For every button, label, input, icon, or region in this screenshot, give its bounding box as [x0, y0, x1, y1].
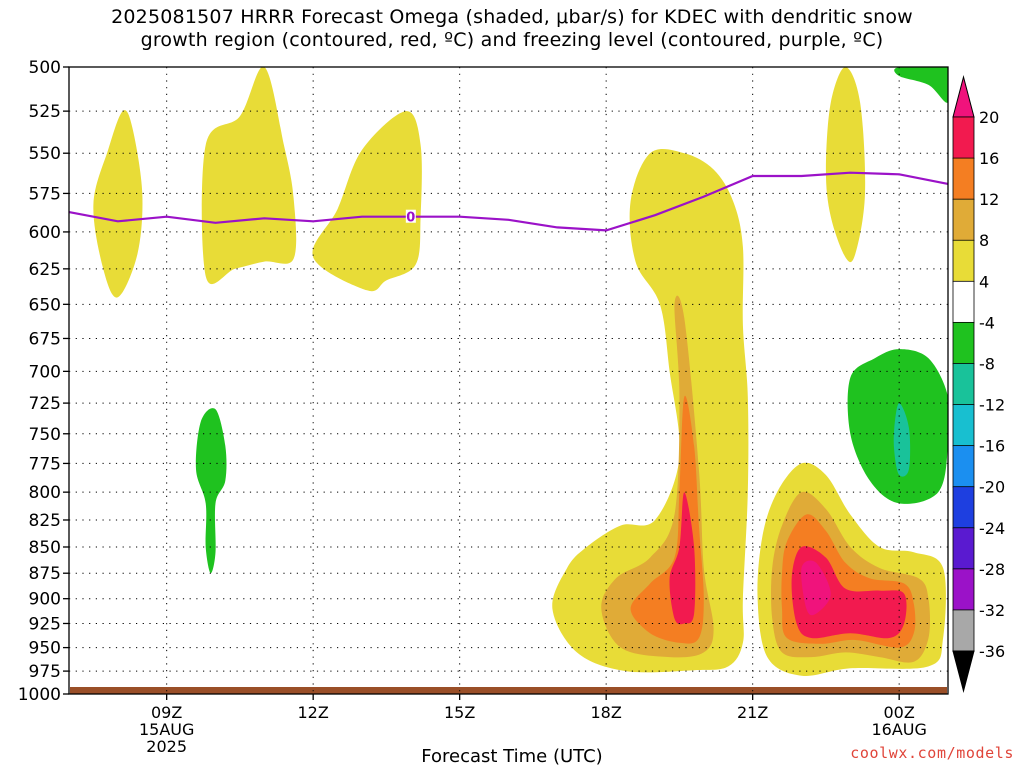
colorbar-segment	[952, 116, 975, 159]
credit-text: coolwx.com/models	[850, 744, 1014, 762]
y-tick-label: 600	[29, 223, 61, 243]
x-tick-label: 18Z	[591, 703, 622, 722]
omega-green-a	[195, 408, 227, 574]
y-tick-label: 550	[29, 144, 61, 164]
colorbar-label: -24	[979, 519, 1005, 538]
colorbar-label: -4	[979, 313, 995, 332]
colorbar-label: -36	[979, 642, 1005, 661]
x-tick-label: 2025	[146, 737, 187, 756]
freezing-level-label-text: 0	[406, 211, 415, 226]
y-tick-label: 825	[29, 511, 61, 531]
freezing-level-label: 0	[405, 209, 416, 226]
y-tick-label: 575	[29, 184, 61, 204]
colorbar-label: -32	[979, 601, 1005, 620]
colorbar-bottom-arrow	[952, 650, 975, 693]
x-tick-label: 00Z	[884, 703, 915, 722]
surface-ground-bar	[70, 687, 947, 694]
y-tick-label: 850	[29, 538, 61, 558]
colorbar-segment	[952, 157, 975, 201]
y-tick-label: 800	[29, 483, 61, 503]
colorbar-segment	[952, 568, 975, 611]
x-tick-label: 15AUG	[139, 720, 194, 739]
x-tick-label: 15Z	[444, 703, 475, 722]
omega-yellow-a	[93, 110, 143, 298]
omega-magenta	[801, 560, 831, 616]
y-axis: 500 525 550 575 600 625 650 675 700 725 750 775 800 8…	[18, 58, 69, 705]
colorbar-label: 20	[979, 108, 999, 127]
y-tick-label: 1000	[18, 685, 61, 705]
colorbar-label: -12	[979, 396, 1005, 415]
x-tick-label: 09Z	[151, 703, 182, 722]
omega-teal	[893, 403, 911, 477]
colorbar-label: 4	[979, 272, 989, 291]
colorbar: 20 16 12 8 4 -4 -8 -12 -16 -20 -24 -28 -32 -36	[952, 75, 1005, 693]
colorbar-label: 16	[979, 149, 999, 168]
y-tick-label: 925	[29, 614, 61, 634]
colorbar-segment	[952, 280, 975, 324]
colorbar-segment	[952, 321, 975, 365]
colorbar-label: -8	[979, 354, 995, 373]
x-tick-label: 21Z	[737, 703, 768, 722]
freezing-level-line	[68, 171, 949, 232]
colorbar-label: 12	[979, 190, 999, 209]
colorbar-label: 8	[979, 231, 989, 250]
y-tick-label: 950	[29, 639, 61, 659]
y-tick-label: 875	[29, 564, 61, 584]
x-tick-label: 16AUG	[871, 720, 926, 739]
y-tick-label: 500	[29, 58, 61, 78]
colorbar-label: -16	[979, 437, 1005, 456]
freezing-level-label-bg	[405, 209, 416, 223]
omega-red-a	[669, 492, 696, 625]
colorbar-segment	[952, 198, 975, 242]
colorbar-segment	[952, 363, 975, 406]
colorbar-label: -20	[979, 478, 1005, 497]
y-tick-label: 625	[29, 260, 61, 280]
y-tick-label: 750	[29, 425, 61, 445]
omega-shading	[93, 67, 948, 676]
omega-yellow-c	[312, 111, 422, 292]
x-tick-label: 12Z	[298, 703, 329, 722]
colorbar-segment	[952, 445, 975, 488]
colorbar-top-arrow	[952, 75, 975, 118]
y-tick-label: 525	[29, 102, 61, 122]
chart-title: 2025081507 HRRR Forecast Omega (shaded, …	[111, 6, 913, 51]
omega-yellow-b	[201, 67, 297, 285]
omega-green-b	[894, 67, 948, 103]
y-tick-label: 700	[29, 362, 61, 382]
colorbar-segment	[952, 486, 975, 529]
plot-frame	[68, 66, 949, 695]
y-tick-label: 900	[29, 590, 61, 610]
omega-yellow-f	[825, 67, 866, 263]
colorbar-label: -28	[979, 560, 1005, 579]
colorbar-segment	[952, 527, 975, 570]
x-axis-title: Forecast Time (UTC)	[421, 746, 603, 767]
y-tick-label: 975	[29, 662, 61, 682]
y-tick-label: 725	[29, 394, 61, 414]
y-tick-label: 775	[29, 454, 61, 474]
colorbar-segment	[952, 239, 975, 283]
colorbar-segment	[952, 404, 975, 447]
y-tick-label: 650	[29, 295, 61, 315]
colorbar-segment	[952, 609, 975, 652]
y-tick-label: 675	[29, 329, 61, 349]
